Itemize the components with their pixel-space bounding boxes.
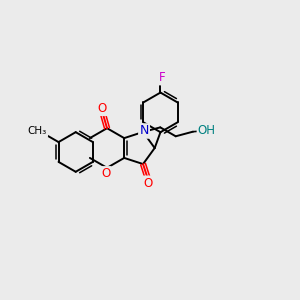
Text: O: O [144,177,153,190]
Text: F: F [159,71,166,84]
Text: O: O [98,102,107,115]
Text: O: O [101,167,111,180]
Text: N: N [140,124,149,137]
Text: OH: OH [198,124,216,137]
Text: CH₃: CH₃ [28,126,47,136]
